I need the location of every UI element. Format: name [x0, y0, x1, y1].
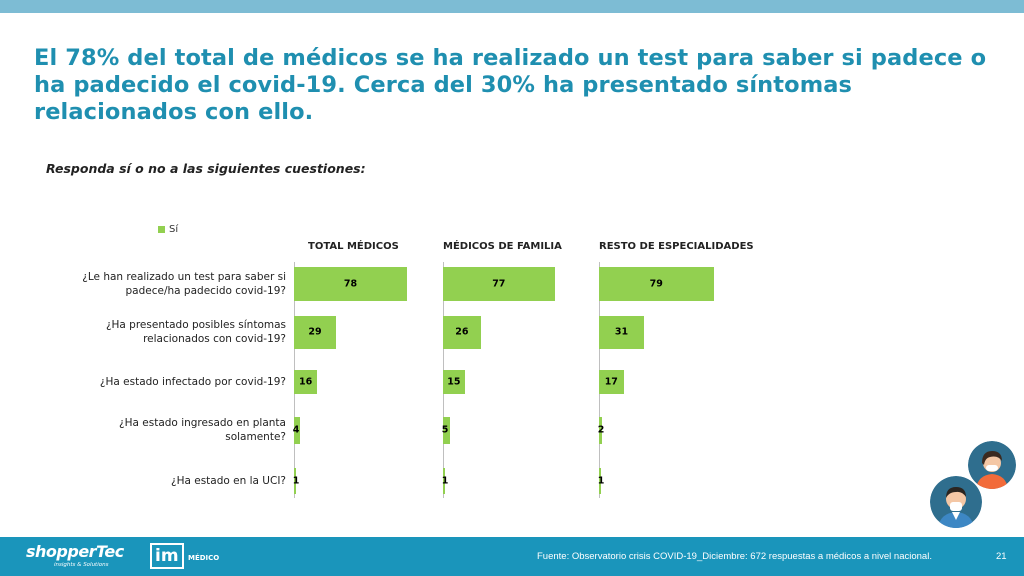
page-number: 21: [996, 551, 1007, 562]
column-header-2: RESTO DE ESPECIALIDADES: [599, 241, 754, 252]
bar-2-1: [599, 315, 644, 349]
bar-1-1: [443, 315, 481, 349]
bar-1-3: [443, 416, 451, 444]
data-label-0-3: 4: [292, 424, 300, 436]
category-label-0: ¿Le han realizado un test para saber si p…: [26, 270, 286, 298]
bar-2-4: [599, 468, 601, 494]
source-note: Fuente: Observatorio crisis COVID-19_Dic…: [537, 551, 932, 562]
category-label-line: ¿Ha presentado posibles síntomas: [105, 319, 286, 331]
legend-swatch-si: [158, 226, 165, 233]
shoppertec-logo-tagline: insights & Solutions: [54, 562, 109, 568]
im-medico-logo: im: [150, 543, 184, 569]
data-label-2-4: 1: [597, 475, 605, 487]
data-label-1-0: 77: [492, 278, 506, 290]
bar-0-4: [294, 468, 296, 494]
category-label-line: ¿Le han realizado un test para saber si: [82, 271, 286, 283]
column-header-0: TOTAL MÉDICOS: [308, 241, 399, 252]
bar-2-2: [599, 370, 624, 394]
man-coughing-icon: [930, 476, 982, 528]
category-label-4: ¿Ha estado en la UCI?: [26, 474, 286, 488]
data-label-2-0: 79: [649, 278, 663, 290]
data-label-1-3: 5: [441, 424, 449, 436]
avatar-man-coughing: [930, 476, 982, 528]
category-label-line: ¿Ha estado infectado por covid-19?: [99, 376, 286, 388]
data-label-1-4: 1: [441, 475, 449, 487]
data-label-0-2: 16: [298, 376, 313, 388]
data-label-1-2: 15: [447, 376, 461, 388]
question-prompt: Responda sí o no a las siguientes cuesti…: [46, 161, 366, 176]
bar-0-0: [294, 267, 408, 301]
data-label-2-1: 31: [614, 326, 629, 338]
column-header-1: MÉDICOS DE FAMILIA: [443, 241, 562, 252]
data-label-2-3: 2: [597, 424, 605, 436]
bar-0-1: [294, 315, 337, 349]
bar-1-0: [443, 267, 555, 301]
data-label-1-1: 26: [455, 326, 469, 338]
category-label-line: relacionados con covid-19?: [143, 333, 286, 345]
category-label-line: padece/ha padecido covid-19?: [125, 285, 286, 297]
bar-2-3: [599, 416, 602, 444]
page-title: El 78% del total de médicos se ha realiz…: [34, 45, 987, 125]
category-label-2: ¿Ha estado infectado por covid-19?: [26, 375, 286, 389]
data-label-0-0: 78: [343, 278, 358, 290]
data-label-0-1: 29: [308, 326, 322, 338]
legend: Sí: [158, 224, 178, 235]
top-band: [0, 0, 1024, 13]
bar-1-2: [443, 370, 465, 394]
category-label-line: ¿Ha estado en la UCI?: [171, 475, 286, 487]
shoppertec-logo: shopperTec: [26, 542, 124, 561]
bar-2-0: [599, 267, 714, 301]
footer-bar: shopperTec insights & Solutions im MÉDIC…: [0, 537, 1024, 576]
data-label-0-4: 1: [292, 475, 300, 487]
bar-0-2: [294, 370, 318, 394]
data-label-2-2: 17: [604, 376, 618, 388]
legend-label-si: Sí: [169, 224, 179, 235]
bar-1-4: [443, 468, 445, 494]
category-label-1: ¿Ha presentado posibles síntomas relacion…: [26, 318, 286, 346]
category-label-line: solamente?: [225, 431, 286, 443]
woman-sneezing-icon: [968, 441, 1016, 489]
bar-0-3: [294, 416, 300, 444]
category-label-3: ¿Ha estado ingresado en planta solamente?: [26, 416, 286, 444]
im-medico-logo-sub: MÉDICO: [188, 554, 220, 562]
category-label-line: ¿Ha estado ingresado en planta: [119, 417, 286, 429]
avatar-woman-sneezing: [968, 441, 1016, 489]
